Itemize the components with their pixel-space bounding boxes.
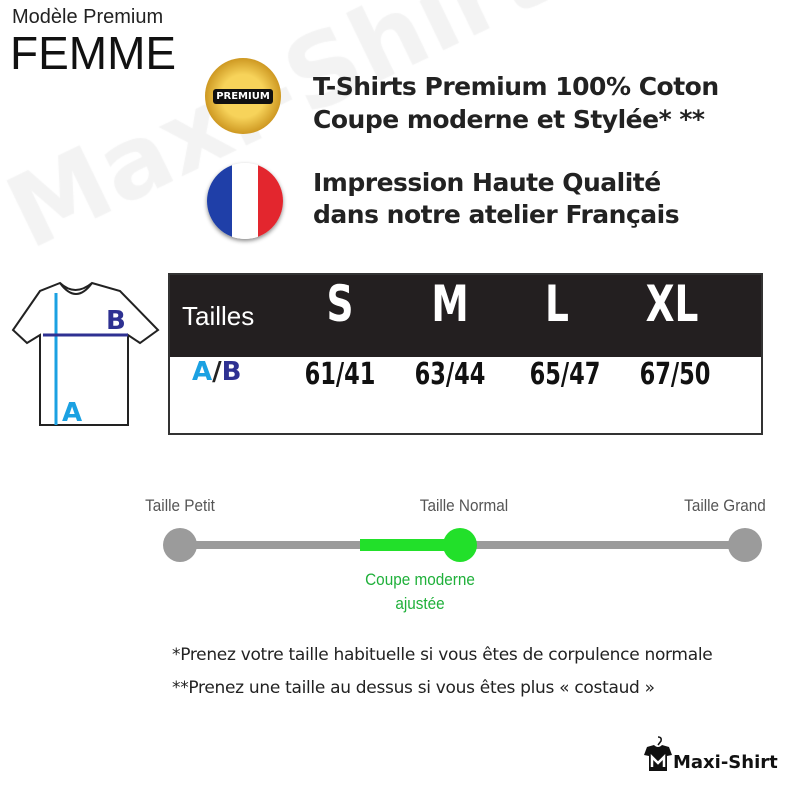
tshirt-hanger-icon [644, 736, 672, 771]
fit-note-line1: Coupe moderne [365, 570, 475, 589]
brand-logo: Maxi-Shirt [643, 735, 778, 775]
fit-label-large: Taille Grand [684, 496, 766, 515]
size-table-header: Tailles S M L XL [170, 275, 761, 357]
watermark [0, 0, 800, 300]
model-label: Modèle Premium [12, 6, 164, 28]
label-a: A [62, 398, 82, 428]
fit-dot-small [163, 528, 197, 562]
fit-label-small: Taille Petit [145, 496, 215, 515]
gender-title: FEMME [10, 27, 177, 79]
note-2: **Prenez une taille au dessus si vous êt… [172, 678, 655, 698]
feature-line: T-Shirts Premium 100% Coton [313, 72, 719, 101]
fit-label-normal: Taille Normal [419, 496, 509, 515]
fit-scale-highlight [360, 539, 460, 551]
value-xl: 67/50 [639, 357, 711, 392]
size-xl: XL [645, 275, 699, 333]
sizes-header-label: Tailles [182, 301, 255, 331]
label-b: B [106, 306, 126, 336]
value-l: 65/47 [529, 357, 601, 392]
tshirt-diagram: A B [11, 281, 160, 428]
size-m: M [431, 275, 469, 333]
size-l: L [545, 275, 569, 333]
note-1: *Prenez votre taille habituelle si vous … [172, 645, 713, 665]
value-m: 63/44 [414, 357, 486, 392]
feature-line: dans notre atelier Français [313, 200, 680, 229]
size-table: Tailles S M L XL A/B 61/41 63/44 65/47 6… [168, 273, 763, 435]
premium-badge-icon: PREMIUM [205, 58, 281, 134]
feature-line: Coupe moderne et Stylée* ** [313, 105, 705, 134]
fit-note-line2: ajustée [395, 594, 445, 613]
feature-line: Impression Haute Qualité [313, 168, 661, 197]
value-s: 61/41 [304, 357, 376, 392]
size-s: S [326, 275, 354, 333]
fit-dot-large [728, 528, 762, 562]
row-label: A/B [192, 357, 242, 387]
france-flag-icon [207, 163, 283, 239]
fit-dot-normal [443, 528, 477, 562]
